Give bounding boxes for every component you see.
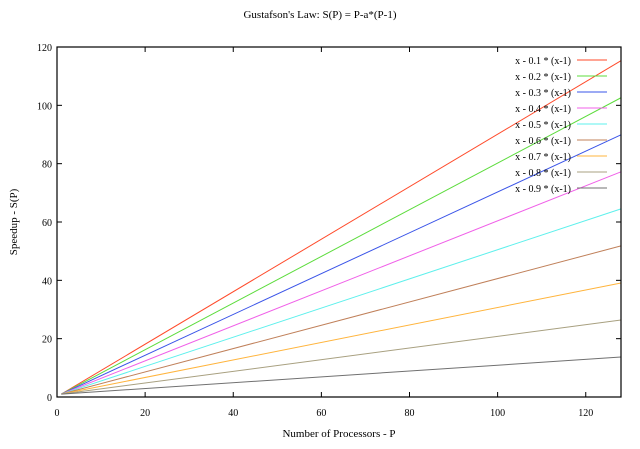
legend-label: x - 0.2 * (x-1) bbox=[515, 72, 571, 83]
axes: 0 20 40 60 80 100 120 0 20 40 60 80 100 120 bbox=[37, 43, 622, 419]
y-tick-label: 0 bbox=[47, 393, 52, 404]
y-tick-label: 40 bbox=[42, 276, 52, 287]
x-tick-label: 0 bbox=[55, 408, 60, 419]
series-lines bbox=[61, 60, 622, 395]
x-tick-label: 120 bbox=[578, 408, 593, 419]
x-tick-label: 100 bbox=[490, 408, 505, 419]
legend-label: x - 0.9 * (x-1) bbox=[515, 184, 571, 195]
legend-label: x - 0.8 * (x-1) bbox=[515, 168, 571, 179]
y-tick-label: 60 bbox=[42, 218, 52, 229]
series-line bbox=[61, 356, 622, 395]
legend-label: x - 0.6 * (x-1) bbox=[515, 136, 571, 147]
y-tick-label: 120 bbox=[37, 43, 52, 54]
x-tick-label: 40 bbox=[228, 408, 238, 419]
x-tick-label: 20 bbox=[140, 408, 150, 419]
legend-label: x - 0.1 * (x-1) bbox=[515, 56, 571, 67]
series-line bbox=[61, 171, 622, 395]
series-line bbox=[61, 282, 622, 395]
legend-label: x - 0.4 * (x-1) bbox=[515, 104, 571, 115]
series-line bbox=[61, 319, 622, 395]
y-tick-label: 80 bbox=[42, 160, 52, 171]
chart-title: Gustafson's Law: S(P) = P-a*(P-1) bbox=[243, 9, 397, 21]
x-axis-label: Number of Processors - P bbox=[282, 428, 396, 440]
legend-label: x - 0.7 * (x-1) bbox=[515, 152, 571, 163]
x-tick-label: 80 bbox=[405, 408, 415, 419]
plot-frame bbox=[56, 46, 622, 398]
y-tick-label: 100 bbox=[37, 101, 52, 112]
series-line bbox=[61, 60, 622, 395]
legend: x - 0.1 * (x-1) x - 0.2 * (x-1) x - 0.3 * … bbox=[515, 56, 607, 195]
legend-label: x - 0.5 * (x-1) bbox=[515, 120, 571, 131]
series-line bbox=[61, 208, 622, 395]
series-line bbox=[61, 97, 622, 395]
series-line bbox=[61, 134, 622, 395]
x-tick-label: 60 bbox=[316, 408, 326, 419]
series-line bbox=[61, 245, 622, 395]
legend-label: x - 0.3 * (x-1) bbox=[515, 88, 571, 99]
y-tick-label: 20 bbox=[42, 335, 52, 346]
